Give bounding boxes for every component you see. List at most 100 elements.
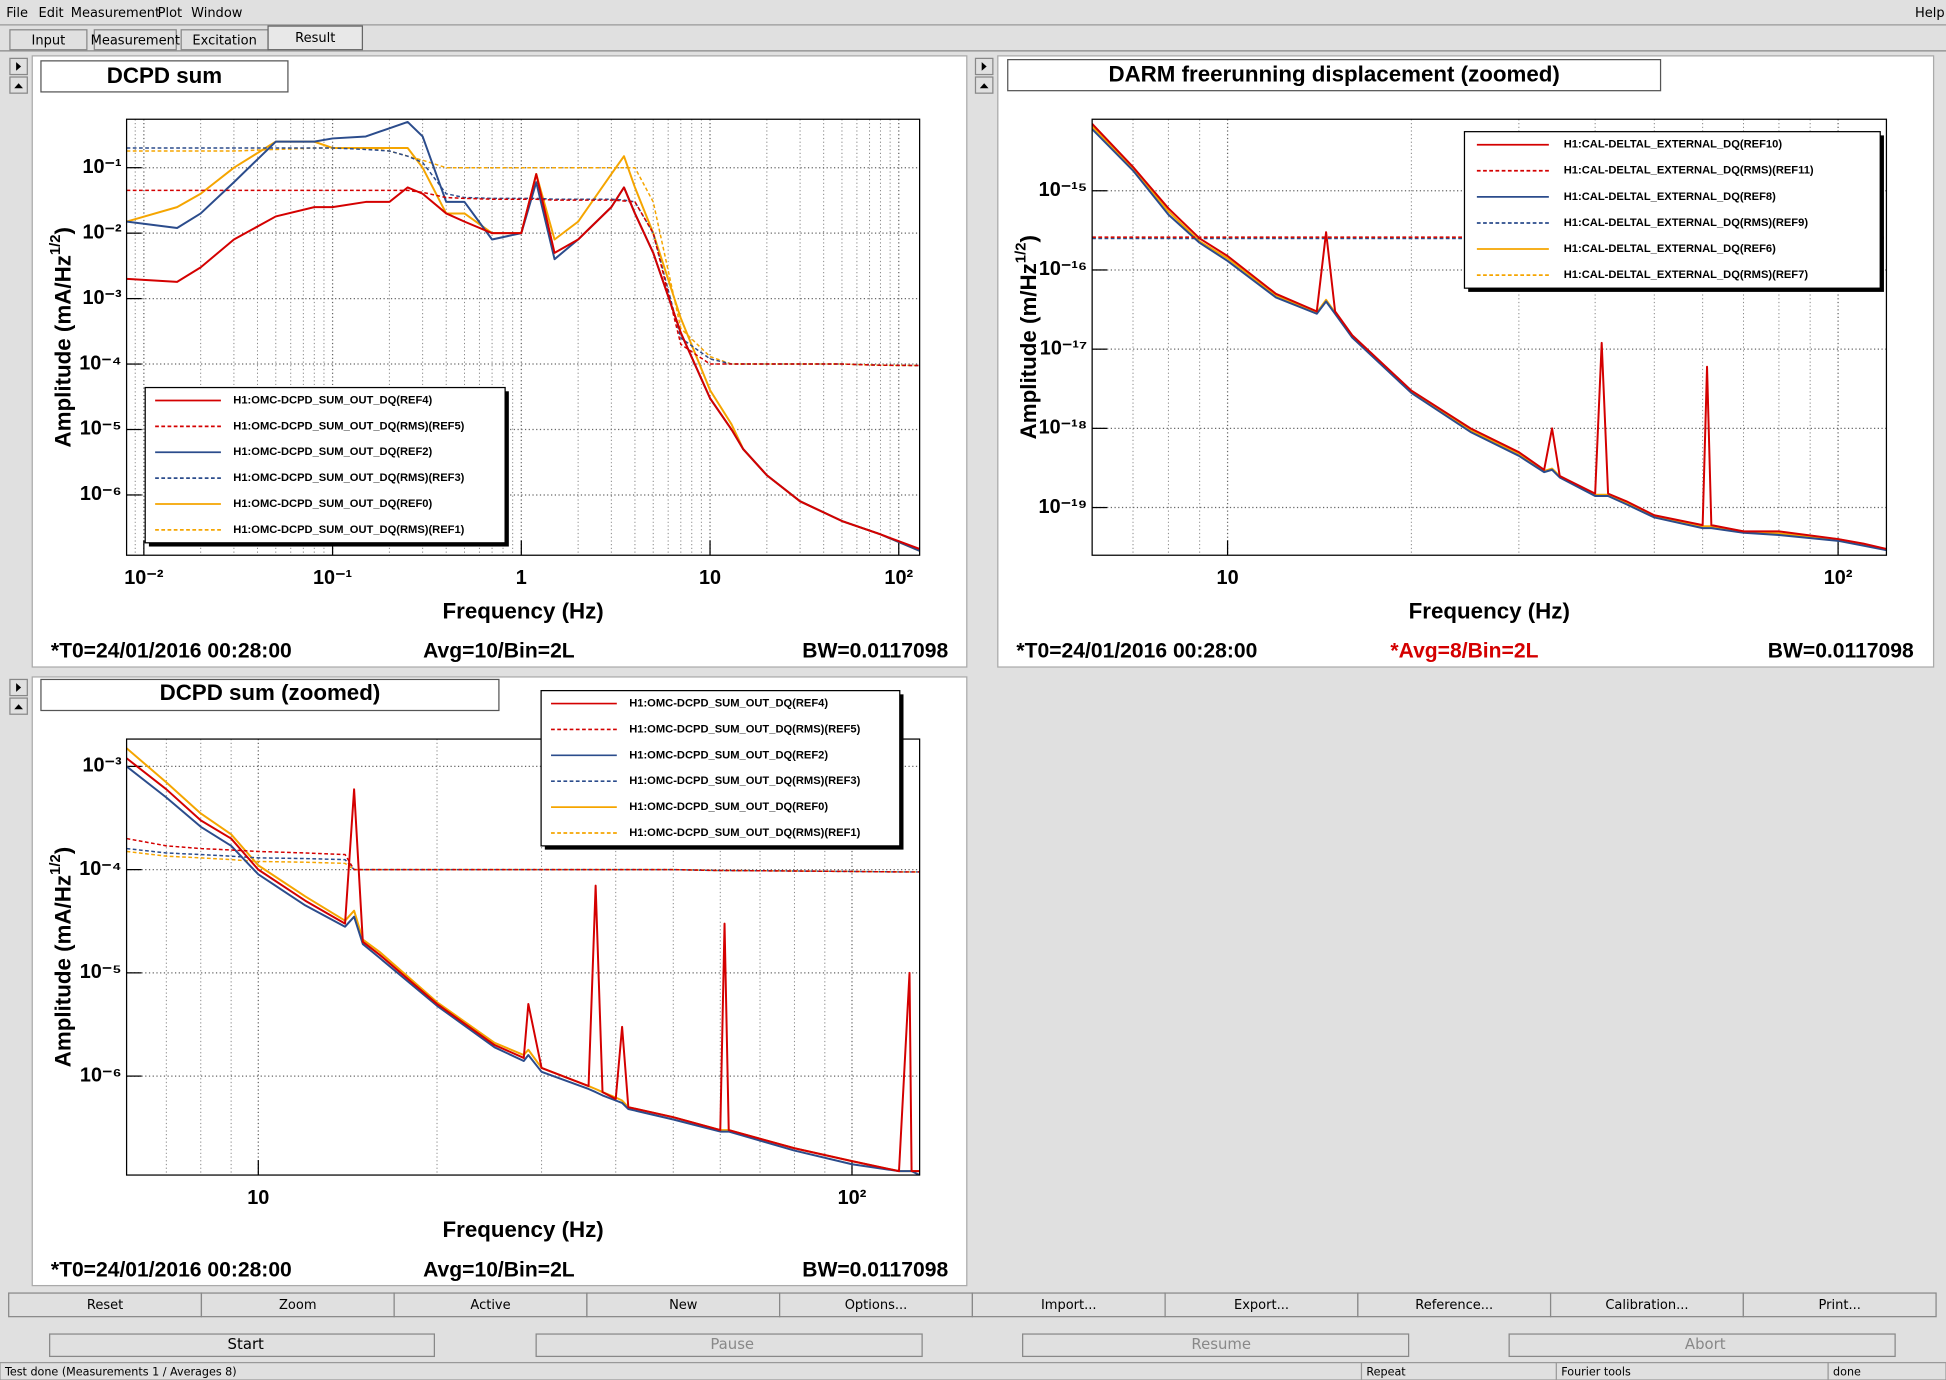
toolbar-label[interactable]: Reference...: [1415, 1298, 1493, 1313]
legend-label: H1:CAL-DELTAL_EXTERNAL_DQ(REF8): [1564, 191, 1776, 203]
tab[interactable]: [93, 29, 177, 51]
y-tick-label: 10⁻⁴: [79, 858, 121, 880]
status-bar: Test done (Measurements 1 / Averages 8) …: [0, 1361, 1946, 1380]
y-axis-label-text: Amplitude (m/Hz: [1016, 263, 1041, 439]
y-tick-label: 10⁻¹: [82, 156, 121, 178]
toolbar-label[interactable]: Zoom: [279, 1298, 317, 1313]
tab-label[interactable]: Excitation: [192, 33, 256, 48]
tab[interactable]: [9, 29, 88, 51]
legend-label: H1:OMC-DCPD_SUM_OUT_DQ(REF4): [629, 698, 828, 710]
y-tick-label: 10⁻⁶: [80, 1064, 122, 1086]
y-axis-label-text: Amplitude (mA/Hz: [50, 875, 75, 1067]
toolbar-label[interactable]: Active: [470, 1298, 510, 1313]
status-message: Test done (Measurements 1 / Averages 8): [4, 1366, 237, 1379]
y-axis-label-tail: ): [1016, 235, 1041, 242]
control-button[interactable]: [535, 1333, 923, 1358]
legend-label: H1:CAL-DELTAL_EXTERNAL_DQ(REF6): [1564, 243, 1776, 255]
x-axis-label: Frequency (Hz): [1409, 598, 1570, 623]
series-line: [126, 757, 920, 1173]
legend-label: H1:OMC-DCPD_SUM_OUT_DQ(REF4): [233, 394, 432, 406]
y-tick-label: 10⁻⁴: [79, 352, 121, 374]
status-field: Fourier tools: [1561, 1366, 1631, 1379]
control-button[interactable]: [1508, 1333, 1896, 1358]
series-line: [126, 189, 920, 367]
series-group: [126, 747, 920, 1176]
y-tick-label: 10⁻¹⁷: [1040, 337, 1087, 359]
menu-item[interactable]: Help: [1915, 6, 1945, 21]
legend-label: H1:CAL-DELTAL_EXTERNAL_DQ(RMS)(REF11): [1564, 165, 1814, 177]
plot-frame: [1091, 118, 1888, 556]
legend-label: H1:OMC-DCPD_SUM_OUT_DQ(RMS)(REF1): [629, 827, 860, 839]
y-tick-label: 10⁻³: [82, 755, 122, 777]
menu-item[interactable]: Window: [191, 6, 243, 21]
legend-label: H1:OMC-DCPD_SUM_OUT_DQ(RMS)(REF5): [233, 420, 464, 432]
y-axis-label-tail: ): [50, 847, 75, 854]
toolbar-label[interactable]: New: [669, 1298, 698, 1313]
control-button[interactable]: [49, 1333, 435, 1358]
legend-label: H1:OMC-DCPD_SUM_OUT_DQ(REF2): [629, 749, 828, 761]
footer-avg: Avg=10/Bin=2L: [423, 1258, 575, 1281]
y-tick-label: 10⁻¹⁵: [1039, 179, 1087, 201]
control-label[interactable]: Pause: [710, 1335, 754, 1353]
footer-t0: *T0=24/01/2016 00:28:00: [51, 1258, 292, 1281]
tab-label[interactable]: Input: [32, 33, 66, 48]
chart-title: DCPD sum (zoomed): [160, 680, 381, 705]
x-tick-label: 10²: [884, 567, 913, 589]
x-tick-label: 10: [247, 1187, 269, 1209]
tab-selected[interactable]: [267, 25, 364, 51]
series-group: [126, 120, 920, 552]
y-tick-label: 10⁻¹⁶: [1039, 258, 1087, 280]
footer-t0: *T0=24/01/2016 00:28:00: [51, 640, 292, 663]
chart-title: DCPD sum: [107, 63, 222, 88]
footer-t0: *T0=24/01/2016 00:28:00: [1016, 640, 1257, 663]
toolbar-label[interactable]: Import...: [1041, 1298, 1097, 1313]
plot-frame: [125, 738, 921, 1176]
control-label[interactable]: Resume: [1191, 1335, 1251, 1353]
legend-label: H1:CAL-DELTAL_EXTERNAL_DQ(RMS)(REF7): [1564, 269, 1809, 281]
charts: DCPD sum 10⁻² 10⁻¹ 1 10 10² 10⁻¹ 10⁻² 10⁻³ 10⁻⁴ 10…: [40, 59, 1914, 1281]
legend-label: H1:OMC-DCPD_SUM_OUT_DQ(REF0): [629, 801, 828, 813]
toolbar-button[interactable]: [1742, 1292, 1937, 1318]
menu-item[interactable]: Edit: [38, 6, 63, 21]
menu-item[interactable]: Plot: [158, 6, 183, 21]
control-label[interactable]: Start: [228, 1335, 264, 1353]
series-line: [126, 173, 920, 550]
y-axis-label: Amplitude (mA/Hz1/2): [48, 847, 76, 1067]
arrow-icon: [981, 62, 987, 71]
toolbar-label[interactable]: Export...: [1234, 1298, 1289, 1313]
arrow-icon: [14, 83, 23, 89]
panel-arrows: [9, 57, 994, 715]
tabs: Input Measurement Excitation Result: [9, 25, 364, 51]
control-button[interactable]: [1022, 1333, 1410, 1358]
footer-avg: *Avg=8/Bin=2L: [1390, 640, 1538, 663]
legend-label: H1:CAL-DELTAL_EXTERNAL_DQ(REF10): [1564, 139, 1783, 151]
toolbar-label[interactable]: Options...: [845, 1298, 908, 1313]
tab-label[interactable]: Result: [295, 31, 335, 46]
footer-bw: BW=0.0117098: [802, 1258, 948, 1281]
button-row: Reset Zoom Active New Options... Import... Exp…: [8, 1292, 1937, 1318]
y-tick-label: 10⁻⁶: [80, 483, 122, 505]
menu-item[interactable]: File: [6, 6, 28, 21]
control-label[interactable]: Abort: [1685, 1335, 1726, 1353]
chart-title: DARM freerunning displacement (zoomed): [1108, 62, 1559, 87]
x-axis-label: Frequency (Hz): [443, 598, 604, 623]
toolbar-label[interactable]: Print...: [1819, 1298, 1861, 1313]
status-field: done: [1833, 1366, 1861, 1379]
legend: [144, 386, 506, 544]
title-box: [40, 60, 289, 93]
legend: [1463, 131, 1881, 289]
toolbar-label[interactable]: Reset: [87, 1298, 123, 1313]
menu-item[interactable]: Measurement: [71, 6, 160, 21]
y-tick-label: 10⁻⁵: [80, 961, 122, 983]
y-axis-label-tail: ): [50, 227, 75, 234]
footer-bw: BW=0.0117098: [1768, 640, 1914, 663]
legend: [540, 690, 901, 847]
title-box: [40, 678, 500, 712]
tab-label[interactable]: Measurement: [91, 33, 180, 48]
footer-bw: BW=0.0117098: [802, 640, 948, 663]
x-tick-label: 10⁻²: [124, 567, 164, 589]
x-tick-label: 10: [699, 567, 721, 589]
toolbar-label[interactable]: Calibration...: [1605, 1298, 1688, 1313]
y-tick-label: 10⁻¹⁸: [1039, 417, 1088, 439]
series-line: [126, 765, 920, 1176]
